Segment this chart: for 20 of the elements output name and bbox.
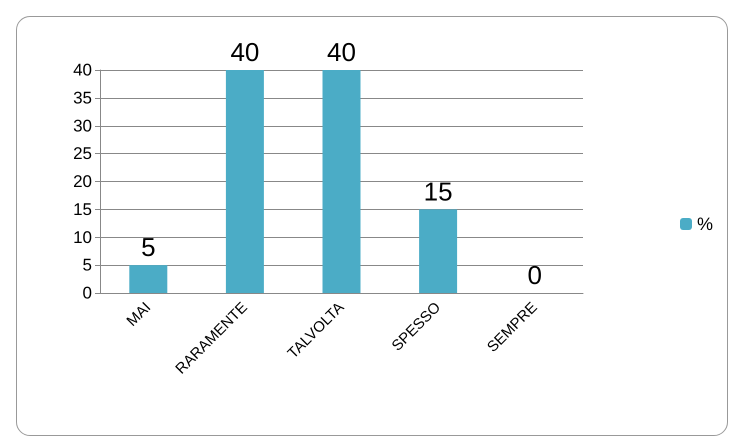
- data-label: 40: [230, 37, 260, 67]
- legend-label: %: [696, 214, 714, 234]
- y-tick-label: 5: [82, 256, 92, 275]
- y-tick-label: 40: [73, 60, 92, 80]
- y-tick-label: 0: [82, 284, 92, 302]
- y-tick-label: 10: [73, 228, 92, 247]
- y-tick-label: 20: [73, 172, 92, 191]
- x-tick-label: MAI: [123, 298, 154, 330]
- bar: [322, 70, 360, 293]
- y-tick-label: 25: [73, 144, 92, 164]
- data-label: 5: [141, 232, 156, 262]
- bar: [419, 209, 458, 293]
- y-tick-label: 30: [73, 116, 92, 136]
- y-tick-label: 35: [73, 88, 92, 108]
- data-label: 15: [424, 176, 453, 206]
- bar: [226, 70, 264, 293]
- y-tick-label: 15: [73, 200, 92, 219]
- data-label: 40: [327, 37, 356, 67]
- bar: [129, 265, 168, 293]
- data-label: 0: [527, 260, 542, 290]
